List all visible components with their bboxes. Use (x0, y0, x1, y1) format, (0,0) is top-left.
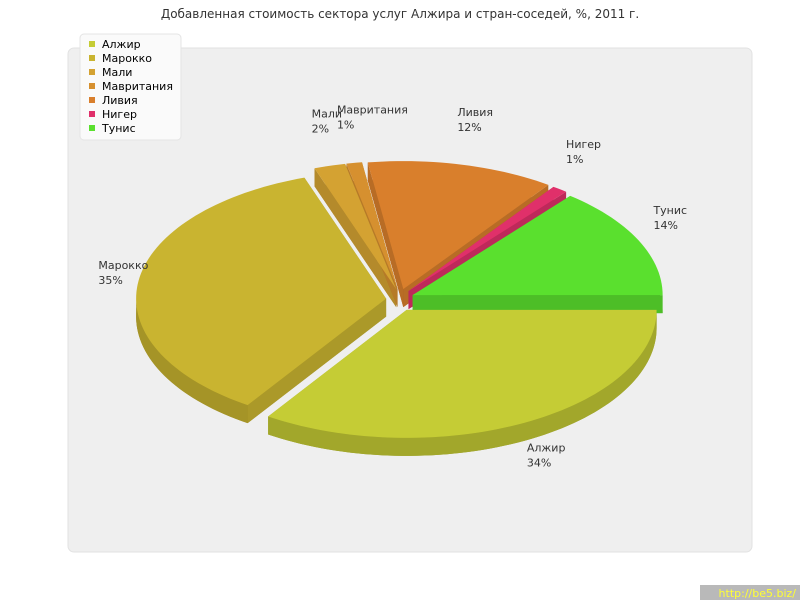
slice-face (314, 168, 397, 308)
slice-value-label: 12% (457, 121, 481, 134)
slice-label: Алжир (527, 442, 566, 455)
legend-swatch (89, 83, 95, 89)
slice-face (412, 295, 663, 314)
slice-value-label: 34% (527, 457, 551, 470)
slice-label: Мавритания (337, 104, 408, 117)
legend-label: Марокко (102, 52, 152, 65)
slice-label: Нигер (566, 138, 601, 151)
slice (408, 186, 567, 292)
slice-label: Тунис (652, 204, 687, 217)
legend-label: Нигер (102, 108, 137, 121)
slice (314, 163, 397, 290)
slice-value-label: 1% (566, 153, 583, 166)
slice-wall (268, 309, 657, 456)
chart-title: Добавленная стоимость сектора услуг Алжи… (161, 7, 639, 21)
slice-face (367, 162, 404, 308)
slice-value-label: 1% (337, 119, 354, 132)
legend-label: Ливия (102, 94, 138, 107)
legend-box (79, 33, 182, 141)
slice (346, 162, 398, 289)
slice-value-label: 35% (98, 274, 122, 287)
watermark: http://be5.biz/ (719, 587, 797, 600)
slice (268, 309, 657, 438)
watermark-bg (700, 585, 800, 600)
legend-swatch (89, 55, 95, 61)
slice (412, 195, 663, 296)
legend-swatch (89, 41, 95, 47)
slice-wall (136, 298, 248, 424)
legend-swatch (89, 125, 95, 131)
slice-label: Ливия (457, 106, 493, 119)
legend-label: Алжир (102, 38, 141, 51)
slice-value-label: 2% (312, 122, 329, 135)
legend-swatch (89, 111, 95, 117)
slice (367, 161, 549, 290)
slice-value-label: 14% (653, 219, 677, 232)
legend-label: Мали (102, 66, 132, 79)
legend-swatch (89, 97, 95, 103)
legend-label: Тунис (101, 122, 136, 135)
slice-label: Марокко (98, 259, 148, 272)
legend: АлжирМароккоМалиМавританияЛивияНигерТуни… (79, 33, 182, 141)
legend-label: Мавритания (102, 80, 173, 93)
slice-tops (136, 161, 663, 438)
slice (136, 177, 387, 406)
legend-swatch (89, 69, 95, 75)
slice-face (247, 298, 387, 424)
slice-label: Мали (312, 107, 342, 120)
